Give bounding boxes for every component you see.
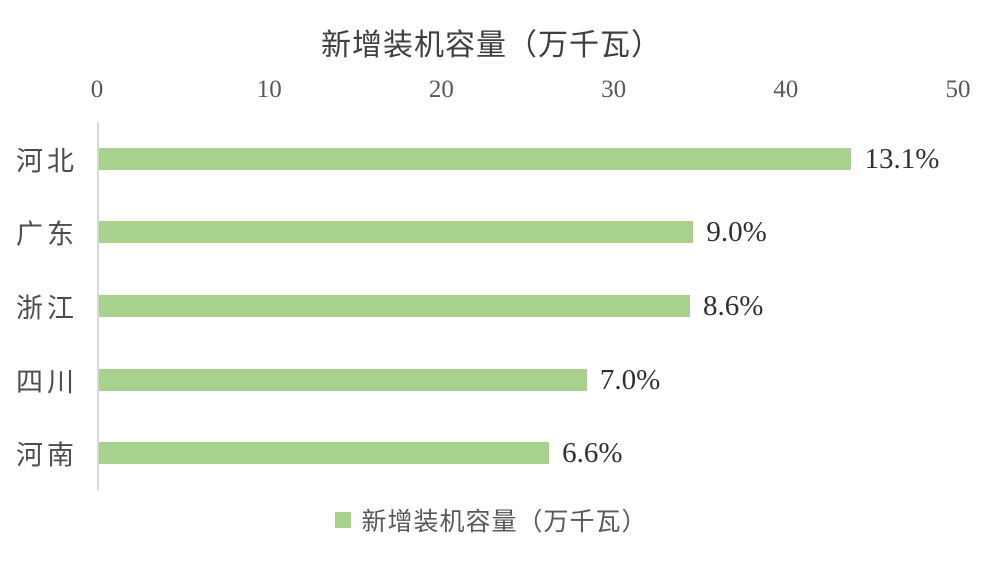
bar (99, 221, 694, 244)
x-axis-tick-label: 50 (945, 76, 971, 103)
data-label: 13.1% (864, 142, 940, 175)
bar-row: 13.1% (99, 142, 958, 175)
bar (99, 295, 690, 317)
data-label: 9.0% (706, 216, 767, 249)
category-label: 四川 (16, 367, 78, 398)
category-label: 浙江 (16, 293, 78, 324)
x-axis-tick-label: 40 (773, 76, 799, 103)
category-label: 河南 (16, 440, 78, 471)
bar (99, 368, 587, 391)
x-axis-tick-label: 10 (256, 76, 282, 103)
bar (99, 147, 852, 170)
x-axis-tick-label: 30 (601, 76, 627, 103)
legend-swatch-icon (335, 512, 352, 528)
bar-row: 9.0% (99, 216, 958, 249)
data-label: 8.6% (702, 290, 764, 322)
bar (99, 442, 550, 465)
category-label: 广东 (16, 219, 78, 250)
bar-row: 8.6% (99, 290, 958, 322)
chart-title: 新增装机容量（万千瓦） (321, 29, 662, 62)
x-axis-tick-label: 20 (428, 76, 454, 103)
x-axis: 0 10 20 30 40 50 (0, 76, 983, 108)
category-label: 河北 (16, 146, 78, 177)
legend-label: 新增装机容量（万千瓦） (361, 509, 648, 536)
data-label: 7.0% (599, 363, 661, 396)
bar-row: 6.6% (99, 437, 958, 470)
legend: 新增装机容量（万千瓦） (0, 503, 983, 537)
x-axis-tick-label: 0 (90, 76, 104, 103)
plot-area: 13.1% 9.0% 8.6% 7.0% 6.6% (97, 122, 958, 490)
data-label: 6.6% (562, 437, 623, 470)
bar-row: 7.0% (99, 363, 958, 396)
